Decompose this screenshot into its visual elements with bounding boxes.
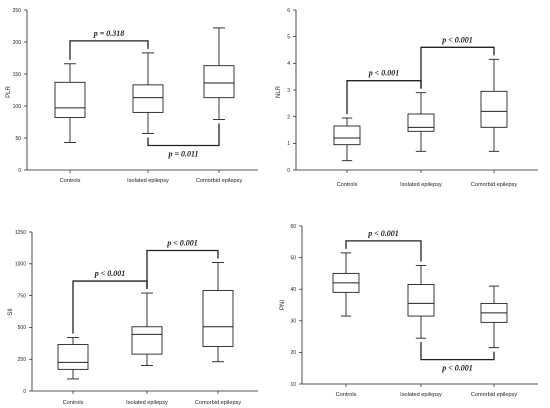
boxplot-comorbid-epilepsy [202,262,234,363]
significance-bracket: p < 0.001 [146,239,219,290]
boxplot-comorbid-epilepsy [203,27,235,120]
y-tick-label: 20 [290,350,296,356]
boxplot-isolated-epilepsy [132,52,164,134]
y-tick-label: 60 [290,224,296,230]
boxplot-isolated-epilepsy [131,292,163,367]
y-axis-label: NLR [276,85,282,98]
panel-plr: 0 50 100 150 200 250 PLR Controls Isolated epile… [6,8,258,184]
p-value-label: p < 0.001 [441,364,473,373]
y-tick-label: 10 [290,382,296,388]
category-label: Controls [60,178,81,184]
category-label: Isolated epilepsy [126,400,168,406]
y-tick-label: 500 [18,325,27,331]
y-tick-label: 1000 [15,262,26,268]
category-label: Controls [63,400,84,406]
bracket-line [420,46,495,89]
bracket-line [146,249,219,290]
boxplot-comorbid-epilepsy [480,285,508,349]
iqr-box [54,81,86,118]
y-tick-label: 1 [287,141,290,147]
p-value-label: p = 0.011 [167,150,198,159]
boxplot-controls [54,63,86,143]
category-label: Isolated epilepsy [127,178,169,184]
y-tick-label: 3 [287,88,290,94]
significance-bracket: p = 0.318 [69,29,149,60]
y-tick-label: 50 [15,136,21,142]
bracket-line [147,123,220,147]
panel-nlr: 0 1 2 3 4 5 6 NLR Controls Isolated epilepsy Comor… [276,8,538,188]
significance-bracket: p < 0.001 [346,69,422,114]
y-tick-label: 5 [287,34,290,40]
y-tick-label: 40 [290,287,296,293]
significance-bracket: p < 0.001 [420,342,495,373]
category-label: Comorbid epilepsy [471,392,518,398]
category-label: Comorbid epilepsy [196,178,243,184]
y-tick-label: 100 [13,104,22,110]
y-tick-label: 200 [13,40,22,46]
y-tick-label: 4 [287,61,290,67]
p-value-label: p < 0.001 [368,69,400,78]
y-tick-label: 2 [287,114,290,120]
panel-pni: 10 20 30 40 50 60 PNI Controls Isolated epilepsy… [280,224,538,398]
y-tick-label: 0 [23,389,26,395]
y-tick-label: 1250 [15,230,26,236]
y-tick-label: 750 [18,293,27,299]
y-tick-label: 150 [13,72,22,78]
category-label: Comorbid epilepsy [471,182,518,188]
p-value-label: p < 0.001 [94,269,126,278]
iqr-box [132,84,164,113]
panel-sii: 0 250 500 750 1000 1250 SII Controls Isolated ep… [8,230,258,406]
category-label: Isolated epilepsy [400,392,442,398]
significance-bracket: p < 0.001 [420,35,495,89]
bracket-line [420,342,495,361]
bracket-line [345,240,422,262]
p-value-label: p = 0.318 [93,29,125,38]
y-tick-label: 0 [18,168,21,174]
boxplot-controls [57,337,89,380]
y-axis-label: PLR [6,85,12,97]
y-tick-label: 6 [287,8,290,14]
boxplot-isolated-epilepsy [407,265,435,339]
category-label: Controls [336,392,357,398]
boxplot-isolated-epilepsy [407,92,435,152]
p-value-label: p < 0.001 [367,229,399,238]
boxplot-controls [333,117,361,162]
boxplot-comorbid-epilepsy [480,58,508,152]
iqr-box [131,326,163,355]
y-tick-label: 0 [287,168,290,174]
significance-bracket: p = 0.011 [147,123,220,159]
category-label: Comorbid epilepsy [195,400,242,406]
iqr-box [407,113,435,132]
significance-bracket: p < 0.001 [345,229,422,262]
y-tick-label: 50 [290,255,296,261]
y-axis-label: SII [8,308,14,316]
iqr-box [407,284,435,317]
boxplot-controls [332,252,360,317]
y-tick-label: 30 [290,319,296,325]
y-tick-label: 250 [13,8,22,14]
bracket-line [69,40,149,60]
iqr-box [203,65,235,99]
iqr-box [480,90,508,128]
bracket-line [346,80,422,114]
bracket-line [72,280,148,334]
category-label: Controls [337,182,358,188]
category-label: Isolated epilepsy [400,182,442,188]
iqr-box [57,344,89,370]
iqr-box [333,125,361,146]
iqr-box [202,290,234,347]
y-tick-label: 250 [18,357,27,363]
p-value-label: p < 0.001 [441,35,473,44]
y-axis-label: PNI [280,300,286,310]
p-value-label: p < 0.001 [166,239,198,248]
significance-bracket: p < 0.001 [72,269,148,334]
